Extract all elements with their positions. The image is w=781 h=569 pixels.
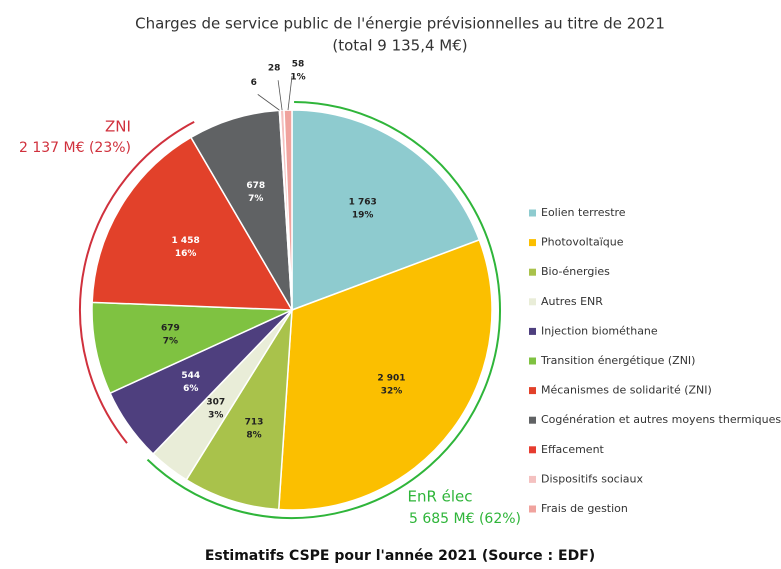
legend-swatch bbox=[529, 416, 536, 424]
legend-label: Photovoltaïque bbox=[541, 236, 624, 249]
chart-title: Charges de service public de l'énergie p… bbox=[135, 15, 665, 33]
caption: Estimatifs CSPE pour l'année 2021 (Sourc… bbox=[205, 548, 595, 564]
value-label: 6 bbox=[251, 78, 257, 88]
percent-label: 16% bbox=[175, 249, 197, 259]
legend-swatch bbox=[529, 446, 536, 454]
legend-label: Cogénération et autres moyens thermiques bbox=[541, 413, 781, 426]
value-label: 58 bbox=[292, 60, 305, 70]
value-label: 307 bbox=[206, 397, 225, 407]
legend-label: Bio-énergies bbox=[541, 265, 610, 278]
legend-label: Transition énergétique (ZNI) bbox=[540, 354, 695, 367]
legend-label: Autres ENR bbox=[541, 295, 603, 308]
leader-line bbox=[287, 75, 293, 111]
legend-label: Dispositifs sociaux bbox=[541, 472, 644, 485]
pie-slice bbox=[91, 136, 294, 311]
value-label: 678 bbox=[246, 181, 265, 191]
legend-swatch bbox=[529, 298, 536, 306]
group-arc bbox=[146, 101, 501, 519]
value-label: 28 bbox=[268, 64, 281, 74]
value-label: 679 bbox=[161, 324, 180, 334]
percent-label: 7% bbox=[163, 337, 178, 347]
leader-line bbox=[257, 94, 280, 111]
pie-slice bbox=[291, 109, 481, 312]
value-label: 1 763 bbox=[349, 198, 377, 208]
chart-subtitle: (total 9 135,4 M€) bbox=[332, 37, 467, 55]
percent-label: 8% bbox=[246, 431, 261, 441]
pie-slice bbox=[185, 309, 293, 511]
legend-label: Eolien terrestre bbox=[541, 206, 626, 219]
legend-swatch bbox=[529, 357, 536, 365]
value-label: 713 bbox=[245, 418, 264, 428]
value-label: 2 901 bbox=[377, 374, 405, 384]
annotation-title: EnR élec bbox=[407, 488, 472, 506]
percent-label: 19% bbox=[352, 211, 374, 221]
percent-label: 6% bbox=[183, 384, 198, 394]
annotation-label: 2 137 M€ (23%) bbox=[19, 140, 131, 156]
value-label: 544 bbox=[181, 371, 200, 381]
legend-swatch bbox=[529, 239, 536, 247]
annotation-title: ZNI bbox=[105, 118, 131, 136]
percent-label: 32% bbox=[381, 387, 403, 397]
legend-label: Frais de gestion bbox=[541, 502, 628, 515]
pie-slice bbox=[277, 238, 493, 511]
group-arc bbox=[79, 121, 195, 444]
legend-swatch bbox=[529, 209, 536, 217]
legend-swatch bbox=[529, 475, 536, 483]
value-label: 1 458 bbox=[172, 236, 200, 246]
percent-label: 3% bbox=[208, 410, 223, 420]
legend-swatch bbox=[529, 268, 536, 276]
leader-line bbox=[277, 80, 283, 111]
percent-label: 1% bbox=[290, 73, 305, 83]
legend-swatch bbox=[529, 327, 536, 335]
legend-swatch bbox=[529, 505, 536, 513]
legend-label: Effacement bbox=[541, 443, 605, 456]
legend-swatch bbox=[529, 387, 536, 395]
legend-label: Mécanismes de solidarité (ZNI) bbox=[541, 384, 712, 397]
legend-label: Injection biométhane bbox=[541, 324, 658, 337]
percent-label: 7% bbox=[248, 194, 263, 204]
annotation-label: 5 685 M€ (62%) bbox=[409, 511, 521, 527]
